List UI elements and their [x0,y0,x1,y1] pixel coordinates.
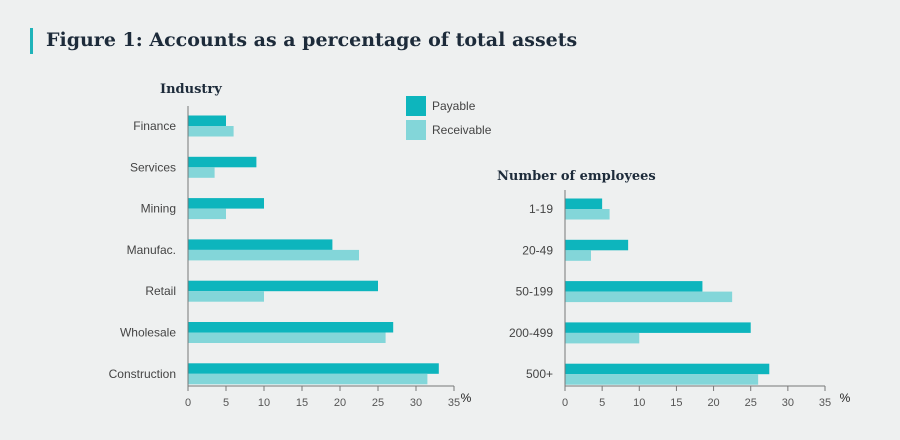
category-label: Services [130,160,176,174]
bar-receivable [188,208,226,220]
category-label: Retail [145,284,176,298]
category-label: Mining [141,202,176,216]
x-tick-label: 5 [223,397,229,409]
x-tick-label: 20 [707,397,719,409]
x-tick-label: 30 [410,397,422,409]
bar-payable [188,322,394,333]
x-tick-label: 15 [296,397,308,409]
x-tick-label: 30 [782,397,794,409]
bar-payable [188,363,439,374]
bar-payable [565,363,770,375]
bar-receivable [188,249,359,261]
bar-payable [188,156,257,168]
x-tick-label: 25 [745,397,757,409]
bar-receivable [188,373,428,385]
figure-title: Figure 1: Accounts as a percentage of to… [46,29,578,51]
category-label: Finance [133,119,176,133]
category-label: 500+ [526,367,553,381]
bar-payable [188,115,226,126]
bar-payable [565,198,603,209]
category-label: 200-499 [509,326,553,340]
x-tick-label: 20 [334,397,346,409]
bar-payable [188,280,378,292]
bar-receivable [188,126,234,137]
x-tick-label: 10 [258,397,270,409]
legend-label-receivable: Receivable [432,123,492,137]
legend-swatch-receivable [406,120,426,140]
bar-receivable [188,332,386,343]
legend-label-payable: Payable [432,99,476,113]
bar-payable [565,239,629,251]
x-tick-label: 35 [448,397,460,409]
bar-receivable [188,291,264,302]
x-tick-label: 0 [185,397,191,409]
category-label: Wholesale [120,326,176,340]
bar-payable [565,322,751,333]
x-tick-label: 15 [670,397,682,409]
bar-receivable [565,209,610,220]
panel-title: Number of employees [497,169,656,184]
category-label: 1-19 [529,202,553,216]
category-label: 20-49 [522,243,553,257]
bar-payable [188,198,264,209]
bar-receivable [565,332,640,344]
category-label: 50-199 [516,285,554,299]
panel-title: Industry [160,82,222,97]
x-tick-label: 35 [819,397,831,409]
x-tick-label: 25 [372,397,384,409]
title-accent-bar [30,28,33,54]
bar-receivable [188,167,215,178]
bar-receivable [565,374,759,385]
bar-receivable [565,250,591,261]
x-axis-unit-label: % [461,391,472,405]
category-label: Construction [109,367,176,381]
bar-payable [565,281,703,292]
legend-swatch-payable [406,96,426,116]
x-axis-unit-label: % [840,391,851,405]
x-tick-label: 10 [633,397,645,409]
category-label: Manufac. [127,243,176,257]
x-tick-label: 5 [599,397,605,409]
bar-receivable [565,291,733,303]
bar-payable [188,239,333,250]
x-tick-label: 0 [562,397,568,409]
